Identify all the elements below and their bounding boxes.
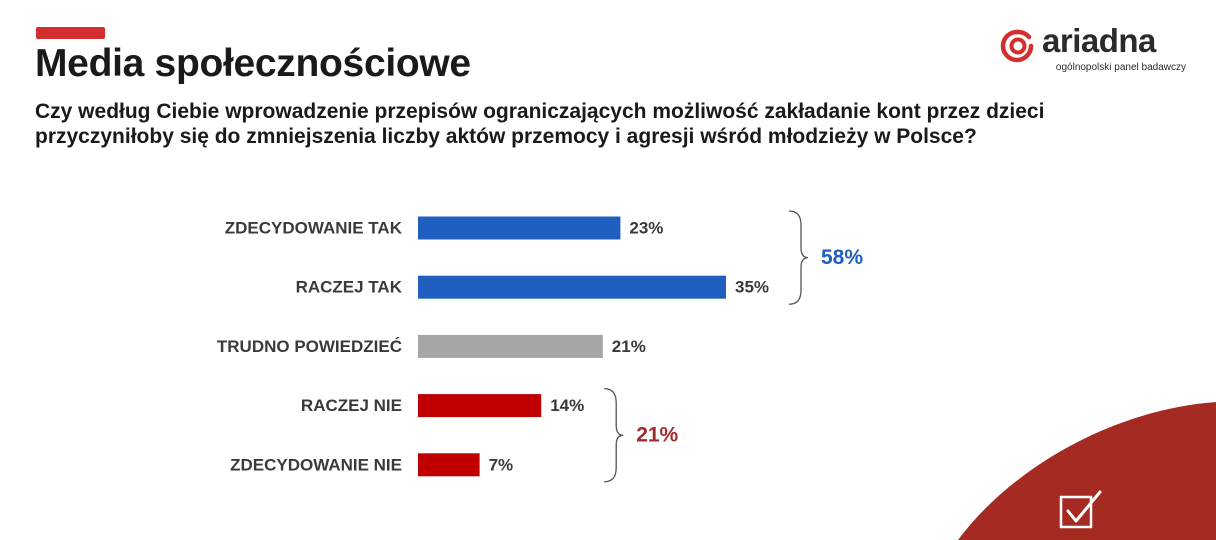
bar — [418, 334, 603, 358]
category-label: ZDECYDOWANIE NIE — [230, 455, 402, 474]
ariadna-spiral-logo-icon — [1000, 29, 1034, 63]
group-brace — [604, 387, 624, 483]
bar — [418, 275, 726, 299]
category-label: TRUDNO POWIEDZIEĆ — [217, 337, 402, 356]
survey-question: Czy według Ciebie wprowadzenie przepisów… — [35, 100, 1045, 148]
bar — [418, 453, 480, 477]
value-label: 14% — [550, 396, 584, 415]
value-label: 35% — [735, 278, 769, 297]
title-accent-bar — [36, 27, 105, 39]
bar — [418, 216, 621, 240]
page-title: Media społecznościowe — [35, 42, 471, 85]
value-label: 21% — [612, 337, 646, 356]
group-total-label: 58% — [821, 246, 863, 269]
category-label: RACZEJ TAK — [296, 278, 403, 297]
ariadna-logo: ariadna ogólnopolski panel badawczy — [998, 22, 1194, 76]
category-label: ZDECYDOWANIE TAK — [225, 219, 403, 238]
group-brace — [788, 210, 809, 305]
value-label: 23% — [629, 219, 663, 238]
group-total-label: 21% — [636, 424, 678, 447]
logo-wordmark: ariadna — [1042, 22, 1156, 59]
value-label: 7% — [489, 455, 514, 474]
bar — [418, 394, 542, 418]
category-label: RACZEJ NIE — [301, 396, 402, 415]
logo-tagline: ogólnopolski panel badawczy — [1055, 62, 1186, 73]
